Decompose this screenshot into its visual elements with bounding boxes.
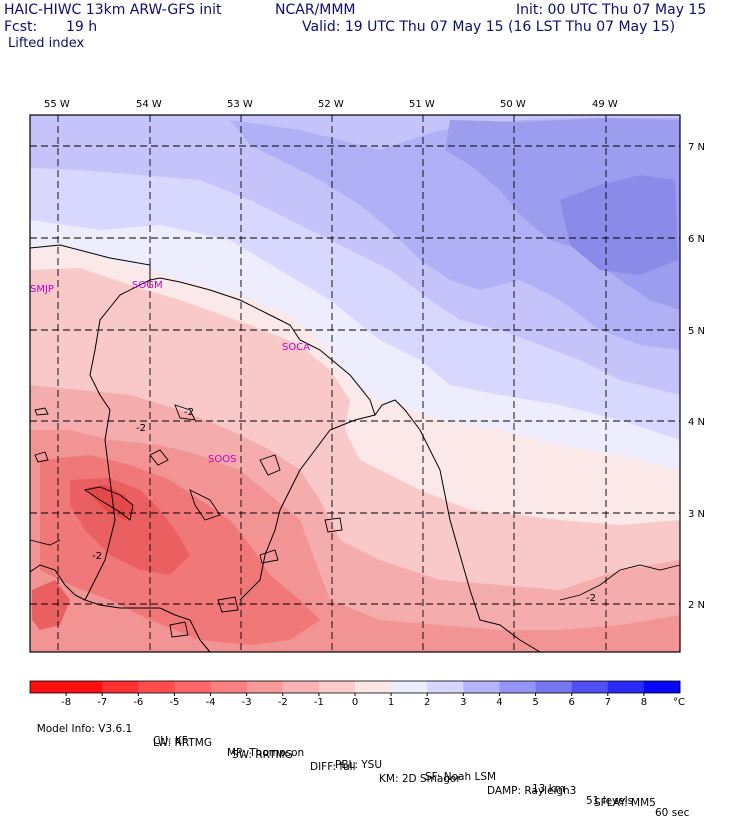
contour-label: -2 — [92, 551, 102, 562]
lon-label: 54 W — [136, 99, 162, 110]
colorbar-swatch — [643, 681, 681, 693]
colorbar-label: -8 — [61, 697, 71, 708]
lon-label: 50 W — [500, 99, 526, 110]
colorbar-swatch — [571, 681, 609, 693]
lat-label: 2 N — [688, 600, 705, 611]
init-time: Init: 00 UTC Thu 07 May 15 — [516, 2, 707, 18]
model-info-line1: Model Info: V3.6.1 CU: KF MP: Thompson P… — [30, 711, 690, 819]
colorbar-label: 2 — [424, 697, 430, 708]
map-frame — [29, 114, 681, 653]
lon-label: 52 W — [318, 99, 344, 110]
contour-label: -2 — [136, 423, 146, 434]
coastline — [29, 244, 541, 653]
lat-label: 3 N — [688, 509, 705, 520]
colorbar-label: -7 — [97, 697, 107, 708]
diff-setting: DIFF: full — [310, 761, 356, 773]
colorbar-swatch — [535, 681, 573, 693]
station-labels: SMJP SOGM SOCA SOOS — [30, 280, 310, 465]
model-info-line2: LW: RRTMG SW: RRTMG DIFF: full KM: 2D Sm… — [30, 725, 656, 809]
timestep: 60 sec — [655, 807, 690, 819]
station-soos: SOOS — [208, 454, 236, 465]
model-title: HAIC-HIWC 13km ARW-GFS init — [4, 2, 222, 18]
forecast-hour: 19 h — [66, 19, 98, 35]
colorbar-swatch — [246, 681, 284, 693]
colorbar-label: -6 — [133, 697, 143, 708]
colorbar-swatch — [282, 681, 320, 693]
colorbar-swatch — [427, 681, 464, 693]
lat-label: 6 N — [688, 234, 705, 245]
lon-label: 55 W — [44, 99, 70, 110]
colorbar-label: 5 — [532, 697, 538, 708]
colorbar-swatch — [355, 681, 392, 693]
forecast-label: Fcst: — [4, 19, 38, 35]
station-soca: SOCA — [282, 342, 310, 353]
damp-setting: DAMP: Rayleigh3 — [487, 785, 577, 797]
colorbar-swatch — [174, 681, 212, 693]
colorbar-label: 7 — [605, 697, 611, 708]
sflay-setting: SFLAY: MM5 — [594, 797, 656, 809]
colorbar-unit: °C — [673, 697, 685, 708]
lon-label: 49 W — [592, 99, 618, 110]
colorbar-swatch — [138, 681, 175, 693]
colorbar-swatch — [66, 681, 103, 693]
colorbar-swatch — [607, 681, 645, 693]
colorbar — [29, 680, 681, 696]
station-smjp: SMJP — [30, 284, 54, 295]
station-sogm: SOGM — [132, 280, 163, 291]
lw-scheme: LW: RRTMG — [153, 737, 212, 749]
colorbar-label: -5 — [169, 697, 179, 708]
lat-label: 5 N — [688, 326, 705, 337]
colorbar-label: 8 — [641, 697, 647, 708]
contour-label: -2 — [586, 593, 596, 604]
lat-label: 7 N — [688, 142, 705, 153]
lifted-index-map: 55 W 54 W 53 W 52 W 51 W 50 W 49 W 7 N 6… — [29, 99, 705, 708]
lat-labels: 7 N 6 N 5 N 4 N 3 N 2 N — [688, 142, 705, 611]
lat-label: 4 N — [688, 417, 705, 428]
colorbar-label: -2 — [278, 697, 288, 708]
shaded-field — [30, 115, 680, 652]
colorbar-swatch — [102, 681, 139, 693]
colorbar-label: -4 — [206, 697, 216, 708]
contour-label: -2 — [184, 407, 194, 418]
colorbar-swatch — [463, 681, 500, 693]
colorbar-label: 1 — [388, 697, 394, 708]
colorbar-labels: -8 -7 -6 -5 -4 -3 -2 -1 0 1 2 3 4 5 6 7 8 — [61, 697, 647, 708]
contour-label-group: -2 -2 -2 -2 — [92, 407, 596, 604]
colorbar-label: 0 — [352, 697, 358, 708]
colorbar-label: 4 — [496, 697, 502, 708]
valid-time: Valid: 19 UTC Thu 07 May 15 (16 LST Thu … — [302, 19, 676, 35]
lon-labels: 55 W 54 W 53 W 52 W 51 W 50 W 49 W — [44, 99, 618, 110]
km-setting: KM: 2D Smagor — [379, 773, 461, 785]
model-version: Model Info: V3.6.1 — [36, 723, 133, 735]
colorbar-label: -3 — [242, 697, 252, 708]
lat-lon-grid — [30, 115, 680, 652]
center-label: NCAR/MMM — [275, 2, 356, 18]
colorbar-swatch — [210, 681, 248, 693]
colorbar-label: 3 — [460, 697, 466, 708]
colorbar-swatch — [499, 681, 537, 693]
lon-label: 53 W — [227, 99, 253, 110]
colorbar-swatch — [391, 681, 428, 693]
field-name: Lifted index — [8, 36, 85, 51]
colorbar-label: -1 — [314, 697, 324, 708]
sw-scheme: SW: RRTMG — [232, 749, 293, 761]
colorbar-label: 6 — [568, 697, 574, 708]
colorbar-swatch — [30, 681, 67, 693]
colorbar-swatch — [318, 681, 356, 693]
lon-label: 51 W — [409, 99, 435, 110]
contour-lines — [29, 404, 681, 638]
